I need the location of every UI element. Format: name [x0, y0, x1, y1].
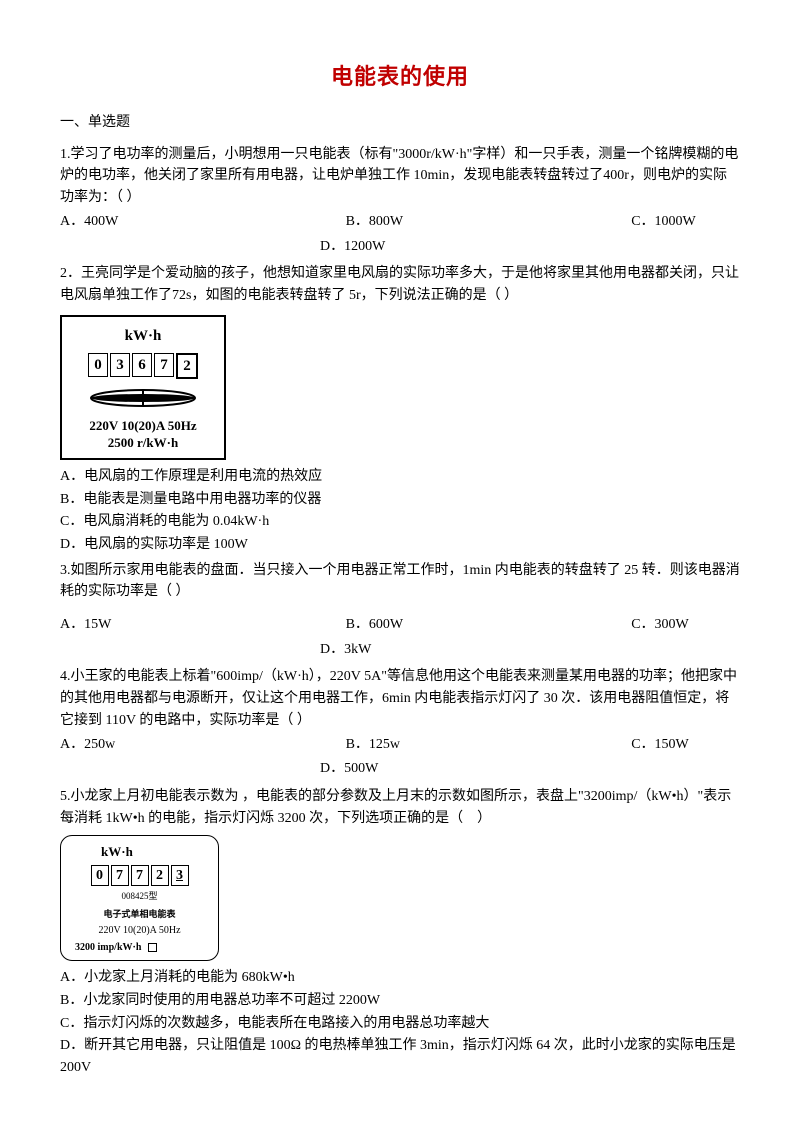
q5-opt-a: A．小龙家上月消耗的电能为 680kW•h — [60, 967, 740, 989]
meter2-model: 008425型 — [67, 890, 212, 904]
q5-options: A．小龙家上月消耗的电能为 680kW•h B．小龙家同时使用的用电器总功率不可… — [60, 967, 740, 1078]
meter-figure-1: kW·h 0 3 6 7 2 220V 10(20)A 50Hz 2500 r/… — [60, 315, 226, 460]
digit: 3 — [171, 865, 189, 886]
digit: 7 — [131, 865, 149, 886]
q3-opt-c: C．300W — [631, 614, 740, 636]
meter2-rate: 3200 imp/kW·h — [67, 940, 212, 956]
meter1-unit: kW·h — [68, 325, 218, 348]
digit: 7 — [154, 353, 174, 377]
section-heading: 一、单选题 — [60, 112, 740, 134]
meter2-digits: 0 7 7 2 3 — [67, 865, 212, 886]
meter2-name: 电子式单相电能表 — [67, 908, 212, 922]
digit: 6 — [132, 353, 152, 377]
question-4: 4.小王家的电能表上标着"600imp/（kW·h），220V 5A"等信息他用… — [60, 666, 740, 731]
q1-options: A．400W B．800W C．1000W — [60, 211, 740, 233]
q4-options: A．250w B．125w C．150W — [60, 734, 740, 756]
q5-opt-d: D．断开其它用电器，只让阻值是 100Ω 的电热棒单独工作 3min，指示灯闪烁… — [60, 1035, 740, 1078]
digit: 2 — [151, 865, 169, 886]
q2-opt-a: A．电风扇的工作原理是利用电流的热效应 — [60, 466, 740, 488]
digit: 2 — [176, 353, 198, 379]
meter1-disc-icon — [88, 387, 198, 409]
digit: 0 — [91, 865, 109, 886]
page-title: 电能表的使用 — [60, 60, 740, 94]
q3-opt-d: D．3kW — [320, 639, 740, 661]
digit: 3 — [110, 353, 130, 377]
meter1-digits: 0 3 6 7 2 — [68, 353, 218, 379]
q2-options: A．电风扇的工作原理是利用电流的热效应 B．电能表是测量电路中用电器功率的仪器 … — [60, 466, 740, 556]
q1-opt-b: B．800W — [346, 211, 632, 233]
q5-opt-c: C．指示灯闪烁的次数越多，电能表所在电路接入的用电器总功率越大 — [60, 1013, 740, 1035]
question-3: 3.如图所示家用电能表的盘面．当只接入一个用电器正常工作时，1min 内电能表的… — [60, 560, 740, 603]
q3-options: A．15W B．600W C．300W — [60, 614, 740, 636]
question-5: 5.小龙家上月初电能表示数为 ，电能表的部分参数及上月末的示数如图所示，表盘上"… — [60, 786, 740, 829]
q4-opt-a: A．250w — [60, 734, 346, 756]
meter1-line2: 2500 r/kW·h — [68, 434, 218, 452]
q4-opt-c: C．150W — [631, 734, 740, 756]
question-1: 1.学习了电功率的测量后，小明想用一只电能表（标有"3000r/kW·h"字样）… — [60, 144, 740, 209]
q3-opt-a: A．15W — [60, 614, 346, 636]
question-2: 2．王亮同学是个爱动脑的孩子，他想知道家里电风扇的实际功率多大，于是他将家里其他… — [60, 263, 740, 306]
meter2-rate-text: 3200 imp/kW·h — [75, 942, 141, 953]
indicator-icon — [148, 943, 157, 952]
q1-opt-c: C．1000W — [631, 211, 740, 233]
q2-opt-d: D．电风扇的实际功率是 100W — [60, 534, 740, 556]
q3-opt-b: B．600W — [346, 614, 632, 636]
meter2-unit: kW·h — [67, 842, 212, 862]
q1-opt-a: A．400W — [60, 211, 346, 233]
digit: 0 — [88, 353, 108, 377]
digit: 7 — [111, 865, 129, 886]
q4-opt-b: B．125w — [346, 734, 632, 756]
meter2-row: 220V 10(20)A 50Hz — [67, 923, 212, 939]
q2-opt-c: C．电风扇消耗的电能为 0.04kW·h — [60, 511, 740, 533]
q2-opt-b: B．电能表是测量电路中用电器功率的仪器 — [60, 489, 740, 511]
q1-opt-d: D．1200W — [320, 236, 740, 258]
meter-figure-2: kW·h 0 7 7 2 3 008425型 电子式单相电能表 220V 10(… — [60, 835, 219, 961]
q4-opt-d: D．500W — [320, 758, 740, 780]
q5-opt-b: B．小龙家同时使用的用电器总功率不可超过 2200W — [60, 990, 740, 1012]
meter1-line1: 220V 10(20)A 50Hz — [68, 417, 218, 435]
